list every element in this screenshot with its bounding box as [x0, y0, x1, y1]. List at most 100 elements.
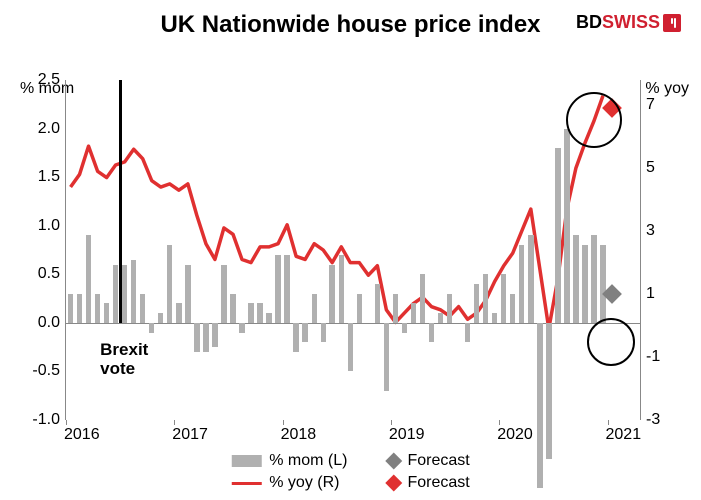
bar [113, 265, 118, 323]
x-tick: 2018 [281, 420, 317, 444]
bar [221, 265, 226, 323]
bar [357, 294, 362, 323]
bar [564, 129, 569, 323]
bar [510, 294, 515, 323]
bar [176, 303, 181, 322]
chart-container: UK Nationwide house price index BDSWISS … [0, 0, 701, 500]
logo-swiss: SWISS [602, 12, 660, 32]
y-left-tick: -0.5 [32, 362, 66, 380]
x-tick-mark [283, 420, 284, 425]
y-left-tick: 1.0 [38, 217, 66, 235]
y-left-tick: 0.5 [38, 265, 66, 283]
line-svg [66, 80, 640, 420]
bar [546, 323, 551, 459]
y-left-tick: 0.0 [38, 314, 66, 332]
bar [447, 294, 452, 323]
bar [293, 323, 298, 352]
legend-label-forecast-line: Forecast [407, 474, 469, 492]
bar [528, 235, 533, 322]
bar [483, 274, 488, 323]
bar [203, 323, 208, 352]
bar [266, 313, 271, 323]
bar [122, 265, 127, 323]
legend-item-forecast-bar: Forecast [387, 452, 469, 470]
circle-annotation [566, 92, 622, 148]
x-tick-mark [499, 420, 500, 425]
bar [302, 323, 307, 342]
bar [429, 323, 434, 342]
bar [348, 323, 353, 372]
y-right-tick: 1 [640, 285, 655, 303]
x-tick-mark [174, 420, 175, 425]
chart-title: UK Nationwide house price index [151, 12, 551, 38]
logo-bd: BD [576, 12, 602, 32]
y-left-tick: 2.0 [38, 120, 66, 138]
bar [402, 323, 407, 333]
x-tick: 2021 [606, 420, 642, 444]
bar [474, 284, 479, 323]
legend-item-bar: % mom (L) [231, 452, 347, 470]
logo: BDSWISS [576, 12, 681, 33]
legend-item-forecast-line: Forecast [387, 474, 469, 492]
bar [411, 303, 416, 322]
bar [519, 245, 524, 323]
bar [600, 245, 605, 323]
bar [104, 303, 109, 322]
legend-item-line: % yoy (R) [231, 474, 347, 492]
bar [185, 265, 190, 323]
bar [248, 303, 253, 322]
circle-annotation [587, 318, 635, 366]
bar [131, 260, 136, 323]
bar [438, 313, 443, 323]
y-right-tick: 5 [640, 159, 655, 177]
bar [239, 323, 244, 333]
bar [582, 245, 587, 323]
bar [284, 255, 289, 323]
bar [329, 265, 334, 323]
bar [312, 294, 317, 323]
legend-label-forecast-bar: Forecast [407, 452, 469, 470]
plot-area: -1.0-0.50.00.51.01.52.02.5-3-11357201620… [65, 80, 641, 420]
bar [149, 323, 154, 333]
bar [339, 255, 344, 323]
y-left-tick: 1.5 [38, 168, 66, 186]
bar [492, 313, 497, 323]
legend-label-bar: % mom (L) [269, 452, 347, 470]
bar [77, 294, 82, 323]
bar [68, 294, 73, 323]
y-left-tick: -1.0 [32, 411, 66, 429]
bar [140, 294, 145, 323]
bar [230, 294, 235, 323]
x-tick: 2019 [389, 420, 425, 444]
legend-diamond-grey-icon [385, 453, 402, 470]
legend-label-line: % yoy (R) [269, 474, 339, 492]
brexit-vote-label: Brexitvote [100, 341, 148, 378]
x-tick-mark [608, 420, 609, 425]
x-tick-mark [66, 420, 67, 425]
legend-diamond-red-icon [385, 475, 402, 492]
y-left-tick: 2.5 [38, 71, 66, 89]
bar [321, 323, 326, 342]
logo-mark-icon [663, 14, 681, 32]
x-tick: 2020 [497, 420, 533, 444]
bar [537, 323, 542, 488]
bar [167, 245, 172, 323]
bar [212, 323, 217, 347]
bar [555, 148, 560, 323]
brexit-vote-line [119, 80, 122, 323]
y-right-tick: 3 [640, 222, 655, 240]
bar [465, 323, 470, 342]
bar [501, 274, 506, 323]
legend-swatch-line-icon [231, 482, 261, 485]
bar [275, 255, 280, 323]
y-right-tick: 7 [640, 96, 655, 114]
y-right-tick: -3 [640, 411, 660, 429]
x-tick: 2016 [64, 420, 100, 444]
bar [384, 323, 389, 391]
bar [158, 313, 163, 323]
bar [393, 294, 398, 323]
bar [95, 294, 100, 323]
x-tick-mark [391, 420, 392, 425]
y-right-tick: -1 [640, 348, 660, 366]
bar [591, 235, 596, 322]
